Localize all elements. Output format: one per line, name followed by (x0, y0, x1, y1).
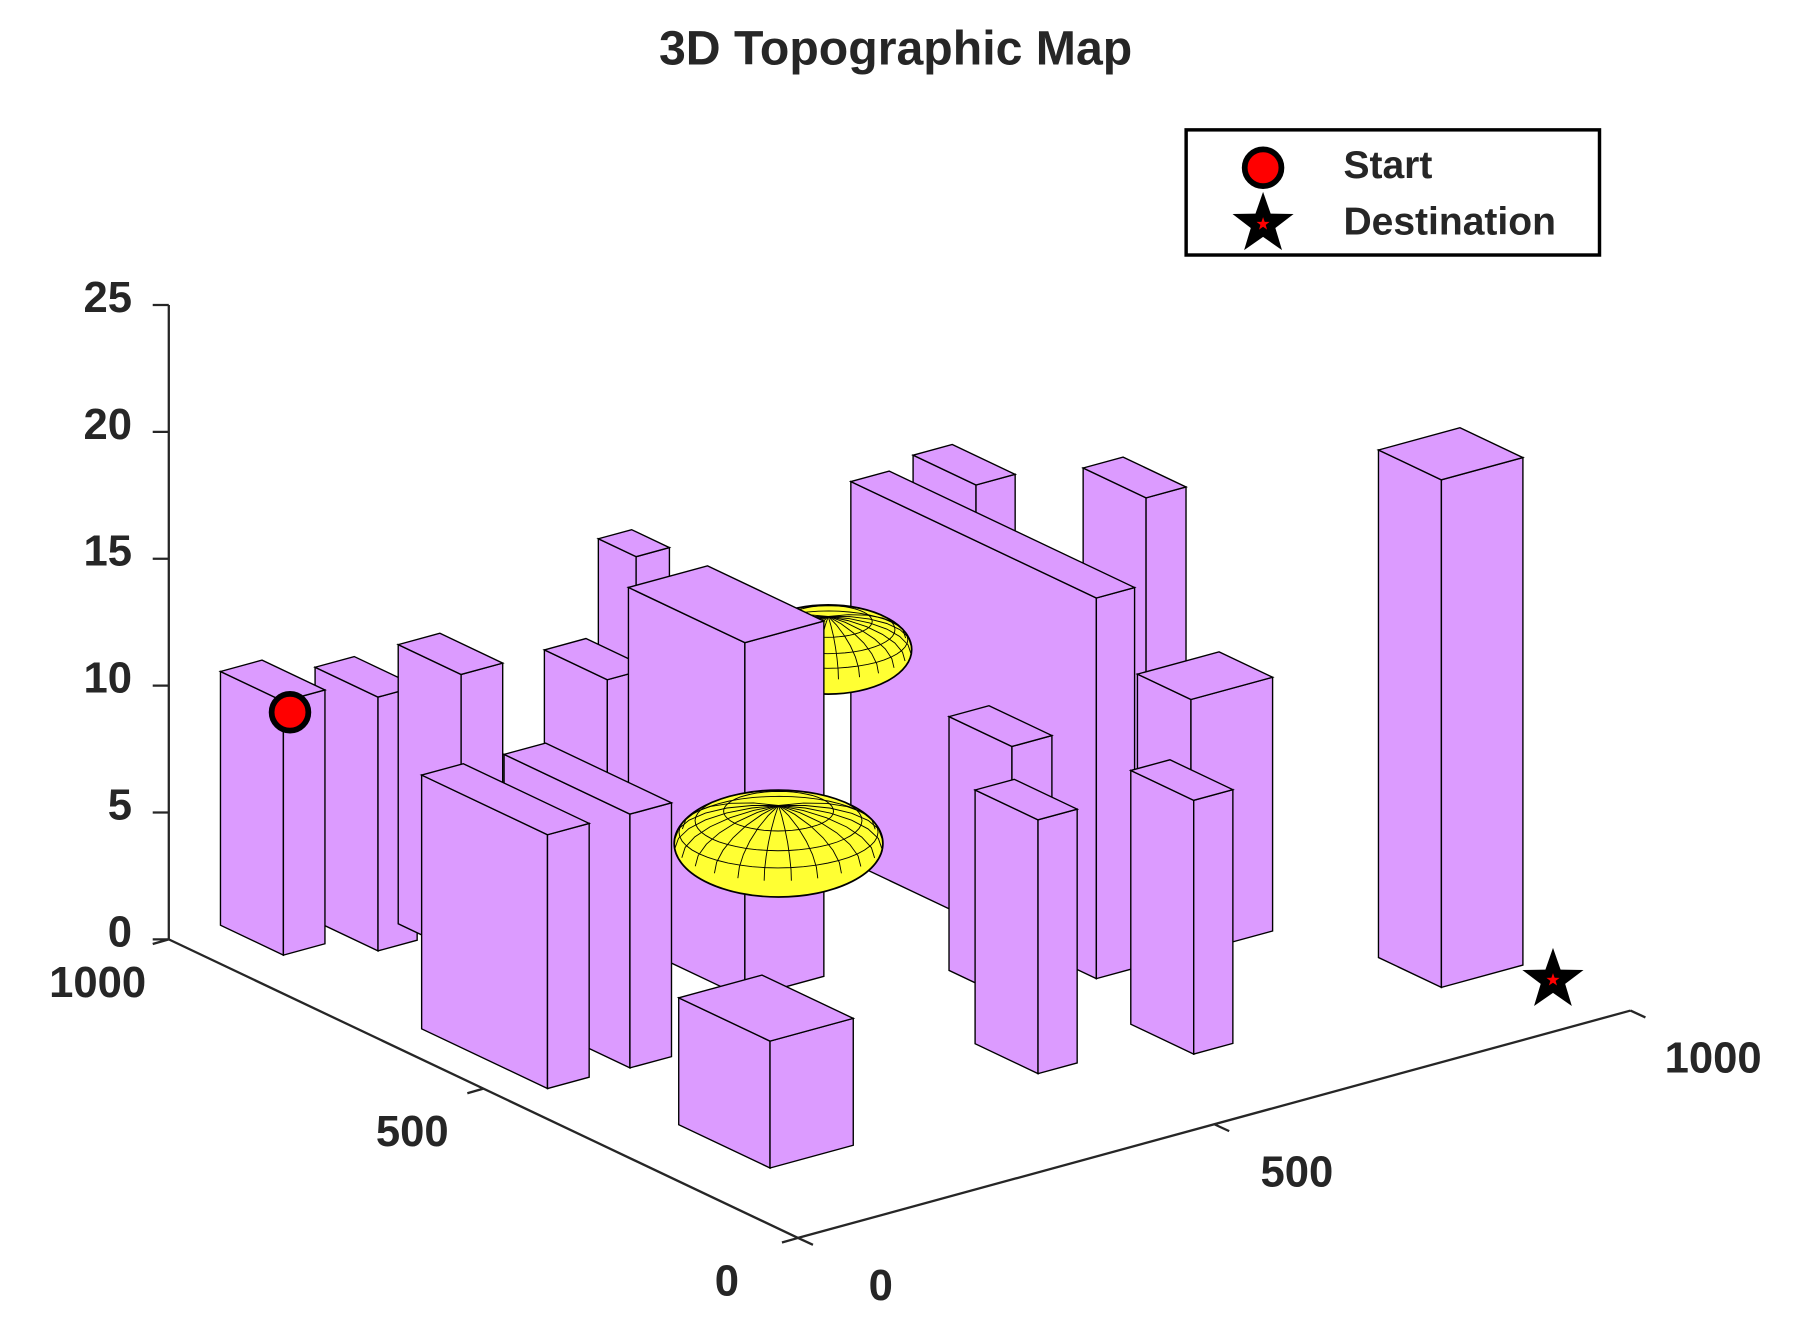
y-tick (781, 1236, 799, 1244)
legend-label: Destination (1343, 200, 1556, 243)
obstacle-side (1377, 448, 1443, 989)
destination-inner (1256, 217, 1270, 230)
obstacle-front (769, 1017, 854, 1169)
chart-title: 3D Topographic Map (659, 22, 1132, 76)
obstacle-front (546, 822, 590, 1090)
mesh-line (763, 805, 779, 881)
mesh-line (674, 805, 779, 839)
y-tick-label: 500 (376, 1108, 449, 1156)
obstacle-top (218, 659, 327, 703)
x-tick (1213, 1123, 1230, 1133)
obstacle-top (396, 632, 505, 676)
legend: Start Destination (1184, 128, 1602, 257)
obstacle-top (848, 470, 1137, 599)
x-tick-label: 1000 (1665, 1035, 1762, 1083)
mesh-line (828, 616, 879, 674)
obstacle-front (1440, 456, 1524, 989)
obstacle-top (1376, 426, 1525, 481)
z-tick-label: 20 (84, 401, 133, 449)
obstacle-top (502, 742, 674, 815)
y-tick-label: 1000 (49, 959, 146, 1007)
y-tick-label: 0 (715, 1257, 739, 1305)
z-tick-label: 15 (84, 528, 133, 576)
mesh-line (713, 805, 779, 874)
obstacle-top (419, 762, 592, 836)
z-tick-label: 25 (84, 274, 133, 322)
obstacle-side (1130, 769, 1195, 1056)
obstacle-top (1081, 456, 1188, 499)
mesh-line (828, 616, 912, 646)
z-tick-label: 10 (84, 655, 133, 703)
obstacle-top (676, 974, 856, 1042)
obstacle-front (629, 801, 673, 1069)
mesh-line (737, 805, 779, 879)
mesh-line (778, 805, 819, 879)
obstacle-top (1135, 651, 1275, 701)
mesh-line (681, 805, 779, 858)
y-tick (467, 1087, 484, 1095)
mesh-line (694, 805, 779, 867)
obstacle-front (1193, 788, 1234, 1055)
x-tick (797, 1236, 814, 1246)
mesh-line (678, 795, 879, 869)
mesh-line (674, 805, 779, 849)
obstacle-top (626, 565, 826, 644)
obstacle-front (1037, 808, 1078, 1075)
mesh-line (778, 805, 883, 839)
destination-inner (1546, 973, 1560, 986)
mesh-line (828, 616, 906, 662)
mesh-line (778, 805, 792, 881)
mesh-line (828, 616, 912, 654)
y-tick (152, 938, 170, 946)
mesh-line (778, 805, 876, 859)
mesh-line (827, 616, 839, 680)
z-tick-label: 5 (108, 781, 132, 829)
obstacle-side (974, 788, 1039, 1075)
start-marker (1241, 146, 1285, 189)
mesh-line (827, 616, 861, 678)
x-tick (1630, 1009, 1646, 1019)
mesh-line (828, 616, 895, 668)
obstacle-top (596, 528, 672, 558)
mesh-line (723, 790, 834, 832)
mesh-line (778, 805, 842, 874)
obstacle-top (911, 443, 1018, 486)
z-tick-label: 0 (108, 908, 132, 956)
obstacle-top (973, 778, 1080, 821)
mesh-line (778, 805, 883, 849)
mesh-line (694, 790, 863, 852)
mesh-line (778, 805, 862, 867)
x-tick-label: 0 (869, 1262, 893, 1310)
obstacle-top (1128, 759, 1235, 802)
legend-label: Start (1343, 144, 1432, 187)
obstacle-front (1095, 586, 1136, 980)
start-marker (268, 690, 312, 734)
x-tick-label: 500 (1261, 1148, 1334, 1196)
obstacle-top (947, 704, 1054, 748)
